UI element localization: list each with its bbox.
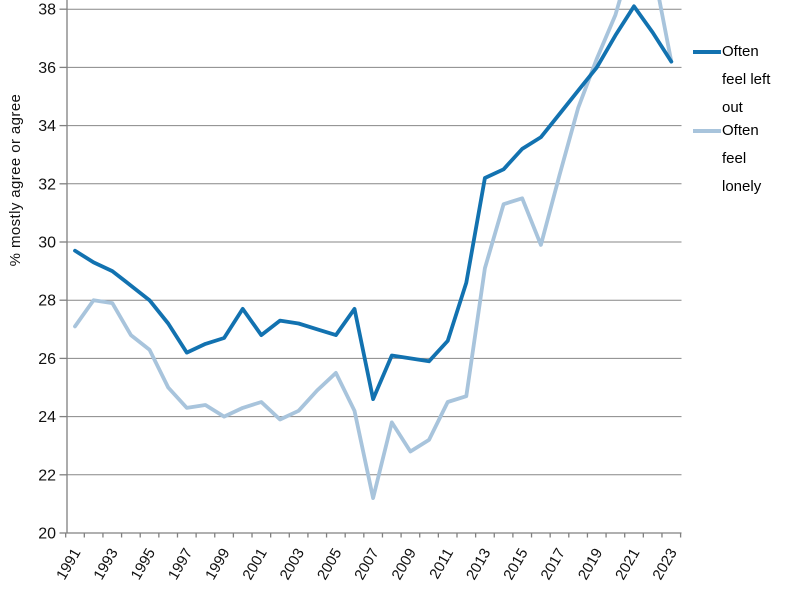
y-tick-label: 30 (38, 235, 56, 252)
y-tick-label: 22 (38, 467, 56, 484)
y-tick-label: 34 (38, 118, 56, 135)
y-tick-label: 38 (38, 2, 56, 19)
legend-entry-left-out: Often feel left out (693, 38, 780, 122)
x-tick-label: 2013 (463, 546, 494, 583)
x-tick-label: 1997 (165, 546, 196, 583)
y-tick-label: 24 (38, 409, 56, 426)
x-tick-label: 2019 (575, 546, 606, 583)
legend-entry-lonely: Often feel lonely (693, 117, 780, 201)
x-tick-label: 2005 (314, 546, 345, 583)
series-line-left-out (73, 4, 674, 402)
x-tick-label: 2015 (500, 546, 531, 583)
x-tick-label: 1999 (202, 546, 233, 583)
x-tick-label: 2007 (351, 546, 382, 583)
x-tick-label: 1993 (90, 546, 121, 583)
y-tick-label: 36 (38, 60, 56, 77)
y-tick-label: 28 (38, 293, 56, 310)
x-tick-label: 1995 (128, 546, 159, 583)
y-tick-label: 26 (38, 351, 56, 368)
legend-label-lonely: Often feel lonely (722, 122, 762, 195)
x-tick-label: 1991 (53, 546, 84, 583)
x-tick-label: 2017 (538, 546, 569, 583)
legend-line-sample-lonely (693, 129, 721, 133)
y-axis-title: % mostly agree or agree (7, 93, 24, 267)
legend-label-left-out: Often feel left out (722, 43, 771, 116)
x-tick-label: 2003 (277, 546, 308, 583)
legend: Often feel left out Often feel lonely (693, 0, 793, 600)
series-line-lonely (73, 0, 674, 501)
x-tick-label: 2011 (426, 546, 457, 582)
x-tick-label: 2023 (649, 546, 680, 583)
y-tick-label: 20 (38, 526, 56, 543)
legend-line-sample-left-out (693, 50, 721, 54)
x-tick-label: 2021 (612, 546, 643, 583)
x-tick-label: 2001 (239, 546, 270, 583)
y-tick-label: 32 (38, 176, 56, 193)
x-tick-label: 2009 (388, 546, 419, 583)
